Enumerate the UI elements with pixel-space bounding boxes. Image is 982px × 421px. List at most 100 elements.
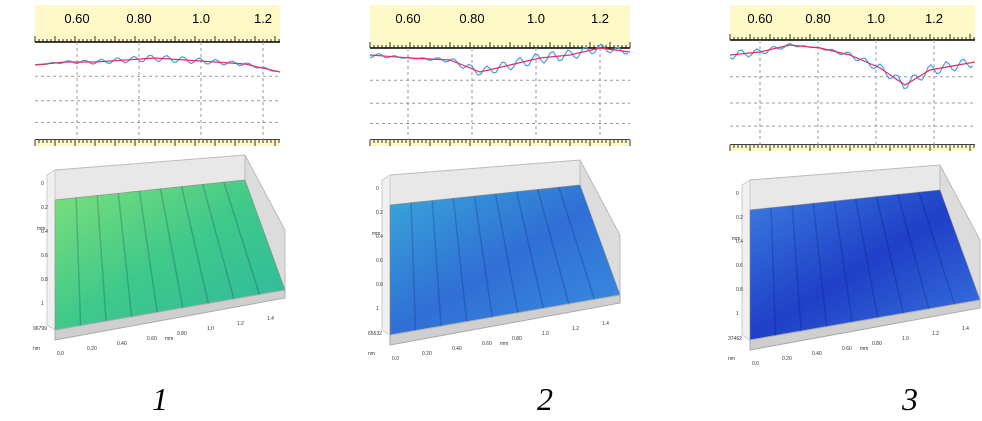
left-wall xyxy=(381,174,391,336)
x-axis-label: 1.4 xyxy=(267,316,274,322)
y-axis-label: 0.6 xyxy=(736,263,743,269)
front-edge xyxy=(54,289,286,341)
x-axis-label: 0.0 xyxy=(57,351,64,357)
surface-streak xyxy=(515,191,545,309)
profile-footer xyxy=(35,140,280,146)
y-axis-label: 0.6 xyxy=(376,258,383,264)
y-axis-label: 0.4 xyxy=(376,234,383,240)
x-axis-label: 0.80 xyxy=(512,336,522,342)
panel-label: 2 xyxy=(537,381,553,417)
y-unit: mm xyxy=(37,226,45,232)
y-axis-label: 0.8 xyxy=(736,287,743,293)
profile-tick-label: 1.2 xyxy=(591,11,609,26)
panel: 0.60 0.80 1.0 1.2 0 0.2 0.4 0.6 0.8 1 mm 65632 nm 0.0… xyxy=(368,5,631,417)
surface-streak xyxy=(537,189,570,305)
z-max: 37462 xyxy=(728,336,742,342)
x-unit: mm xyxy=(860,346,868,352)
x-axis-label: 0.60 xyxy=(842,346,852,352)
front-edge xyxy=(389,294,621,346)
surface xyxy=(389,184,621,336)
y-axis-label: 0 xyxy=(41,181,44,187)
front-edge xyxy=(749,299,981,351)
profile-tick-label: 1.0 xyxy=(867,11,885,26)
surface-streak xyxy=(117,193,133,317)
x-axis-label: 1.4 xyxy=(962,326,969,332)
panel-label: 3 xyxy=(901,381,918,417)
x-axis-label: 0.0 xyxy=(392,356,399,362)
surface-streak xyxy=(854,198,879,318)
profile-tick-label: 0.80 xyxy=(805,11,830,26)
x-axis-label: 0.80 xyxy=(177,331,187,337)
surface-streak xyxy=(431,200,442,327)
x-axis-label: 0.40 xyxy=(812,351,822,357)
x-axis-label: 0.0 xyxy=(752,361,759,367)
x-unit: mm xyxy=(500,341,508,347)
surface-streak xyxy=(770,207,777,336)
y-axis-label: 1 xyxy=(41,301,44,307)
y-axis-label: 0.4 xyxy=(41,229,48,235)
surface-streak xyxy=(223,181,261,295)
x-axis-label: 1.4 xyxy=(602,321,609,327)
profile-tick-label: 1.2 xyxy=(925,11,943,26)
y-axis-label: 0.2 xyxy=(736,215,743,221)
profile-fit xyxy=(34,57,281,73)
profile-header xyxy=(730,5,975,40)
x-axis-label: 0.20 xyxy=(422,351,432,357)
x-axis-label: 1.2 xyxy=(932,331,939,337)
surface-streak xyxy=(833,201,853,323)
surface-streak xyxy=(558,186,596,300)
profile-raw xyxy=(369,43,629,76)
y-unit: mm xyxy=(372,231,380,237)
profile-tick-label: 0.60 xyxy=(395,11,420,26)
z-unit: nm xyxy=(368,351,375,357)
z-unit: nm xyxy=(728,356,735,362)
profile-tick-label: 0.80 xyxy=(126,11,151,26)
x-unit: mm xyxy=(165,336,173,342)
surface-streak xyxy=(875,196,905,314)
profile-tick-label: 0.60 xyxy=(64,11,89,26)
profile-tick-label: 1.0 xyxy=(527,11,545,26)
surface-streak xyxy=(494,193,519,313)
profile-footer xyxy=(370,140,630,146)
surface xyxy=(54,179,286,331)
profile-footer xyxy=(730,145,975,151)
surface-streak xyxy=(202,184,235,300)
panel-label: 1 xyxy=(152,381,168,417)
surface-streak xyxy=(410,202,417,331)
x-axis-label: 1.0 xyxy=(902,336,909,342)
x-axis-label: 0.60 xyxy=(482,341,492,347)
x-axis-label: 0.20 xyxy=(782,356,792,362)
x-axis-label: 0.60 xyxy=(147,336,157,342)
surface xyxy=(749,189,981,341)
x-axis-label: 1.0 xyxy=(207,326,214,332)
y-unit: mm xyxy=(732,236,740,242)
surface-streak xyxy=(138,191,158,313)
profile-fit xyxy=(369,47,631,73)
x-axis-label: 1.0 xyxy=(542,331,549,337)
y-axis-label: 0 xyxy=(376,186,379,192)
z-unit: nm xyxy=(33,346,40,352)
x-axis-label: 0.20 xyxy=(87,346,97,352)
profile-fit xyxy=(729,44,976,86)
panel: 0.60 0.80 1.0 1.2 0 0.2 0.4 0.6 0.8 1 mm 96799 nm 0.0… xyxy=(33,5,286,417)
surface-streak xyxy=(180,186,210,304)
y-axis-label: 0.2 xyxy=(41,205,48,211)
x-axis-label: 0.40 xyxy=(452,346,462,352)
x-axis-label: 1.2 xyxy=(237,321,244,327)
left-wall xyxy=(741,179,751,341)
surface-streak xyxy=(791,205,802,332)
y-axis-label: 0.8 xyxy=(41,277,48,283)
y-axis-label: 0.2 xyxy=(376,210,383,216)
surface-streak xyxy=(918,191,956,305)
y-axis-label: 0.6 xyxy=(41,253,48,259)
profile-header xyxy=(370,5,630,48)
surface-streak xyxy=(452,198,468,322)
z-max: 96799 xyxy=(33,326,47,332)
y-axis-label: 0 xyxy=(736,191,739,197)
surface-streak xyxy=(812,203,828,327)
surface-streak xyxy=(473,196,493,318)
surface-streak xyxy=(75,197,82,326)
profile-header xyxy=(35,5,280,42)
panel: 0.60 0.80 1.0 1.2 0 0.2 0.4 0.6 0.8 1 mm 37462 nm 0.0… xyxy=(728,5,981,417)
